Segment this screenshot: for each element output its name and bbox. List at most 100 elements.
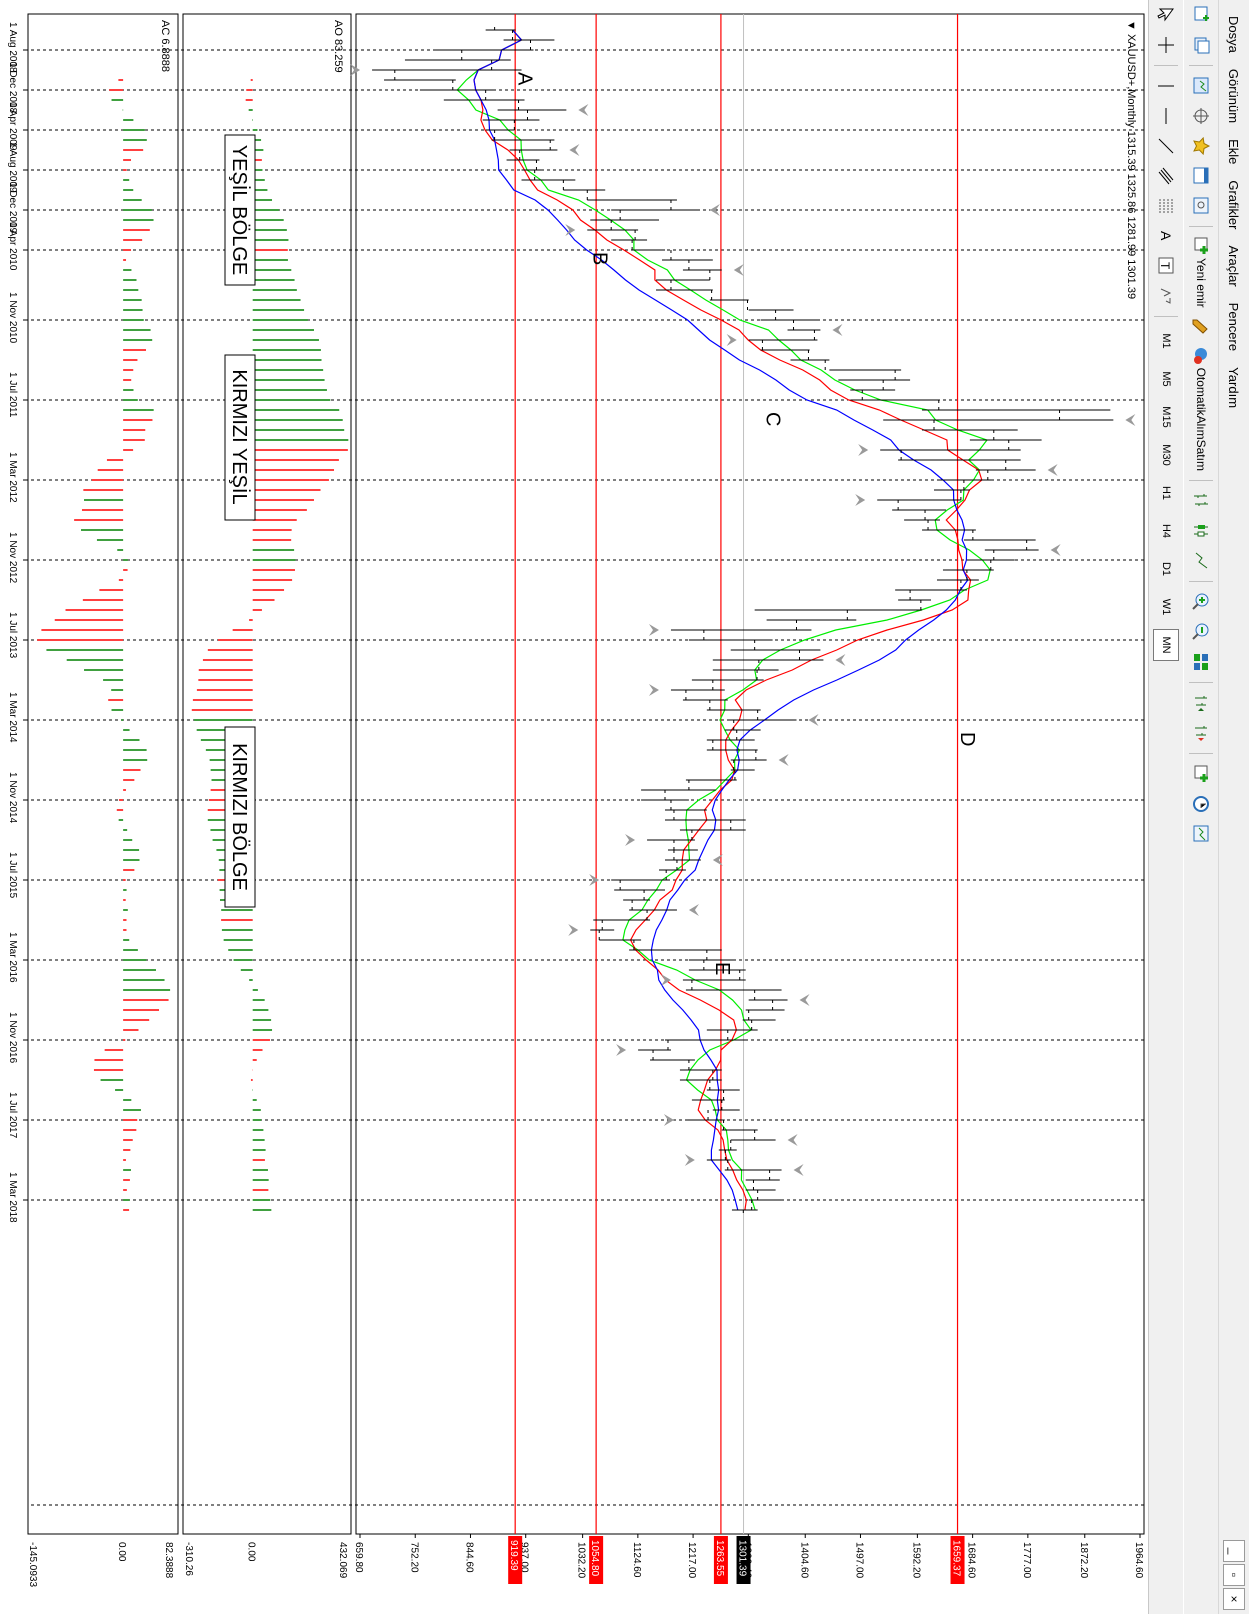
zoom-out-button[interactable]	[1188, 620, 1214, 644]
new-order-button[interactable]: Yeni emir	[1188, 235, 1214, 309]
ohlc-bar	[656, 287, 713, 293]
timeframe-m1[interactable]: M1	[1160, 333, 1172, 349]
ohlc-bar	[942, 567, 994, 573]
ohlc-bar	[766, 617, 857, 623]
trendline-button[interactable]	[1153, 134, 1179, 158]
text-label-button[interactable]: T	[1153, 254, 1179, 278]
ohlc-bar	[667, 847, 698, 853]
price-highlight-box	[589, 1536, 604, 1584]
menu-help[interactable]: Yardım	[1226, 367, 1242, 409]
ohlc-bar	[629, 947, 722, 953]
chart-canvas[interactable]: 1964.60 1872.20 1777.00 1684.60 1592.20 1497.…	[0, 0, 1148, 1614]
new-chart-button[interactable]	[1188, 3, 1214, 27]
timeframe-mn[interactable]: MN	[1153, 629, 1179, 661]
cursor-button[interactable]	[1153, 3, 1179, 27]
restore-button[interactable]: ▫	[1223, 1564, 1245, 1586]
auto-trading-button[interactable]: OtomatikAlımSatım	[1188, 345, 1214, 472]
chart-shift-button[interactable]	[1188, 691, 1214, 715]
templates-button[interactable]	[1188, 822, 1214, 846]
timeframe-h4[interactable]: H4	[1160, 523, 1172, 539]
market-watch-button[interactable]	[1188, 74, 1214, 98]
tester-button[interactable]	[1188, 194, 1214, 218]
drawing-toolbar: A T M1 M5 M15 M30 H1 H4 D1 W1 MN	[1148, 0, 1183, 1614]
line-chart-button[interactable]	[1188, 549, 1214, 573]
date-label: 1 Nov 2016	[7, 1012, 18, 1064]
ohlc-bar	[730, 1137, 776, 1143]
menu-window[interactable]: Pencere	[1226, 302, 1242, 352]
timeframe-d1[interactable]: D1	[1160, 561, 1172, 577]
minimize-button[interactable]: _	[1223, 1540, 1245, 1562]
crosshair-button[interactable]	[1153, 33, 1179, 57]
autoscroll-button[interactable]	[1188, 721, 1214, 745]
tile-windows-button[interactable]	[1188, 650, 1214, 674]
price-tick-label: 1592.20	[910, 1542, 921, 1579]
timeframe-w1[interactable]: W1	[1160, 598, 1172, 616]
candlestick-button[interactable]	[1188, 519, 1214, 543]
ohlc-bar	[485, 127, 515, 133]
price-highlight-label: 919.39	[508, 1540, 519, 1571]
timeframe-h1[interactable]: H1	[1160, 485, 1172, 501]
bar-chart-button[interactable]	[1188, 489, 1214, 513]
fibonacci-button[interactable]	[1153, 194, 1179, 218]
ohlc-bar	[404, 57, 511, 63]
navigator-button[interactable]	[1188, 134, 1214, 158]
ac-axis-label: 82.3888	[163, 1542, 174, 1579]
ohlc-bar	[922, 407, 1111, 413]
data-window-button[interactable]	[1188, 104, 1214, 128]
indicators-button[interactable]	[1188, 762, 1214, 786]
vertical-line-button[interactable]	[1153, 74, 1179, 98]
ohlc-bar	[611, 237, 648, 243]
ohlc-bar	[895, 587, 967, 593]
price-tick-label: 1404.60	[798, 1542, 809, 1579]
date-label: 1 Jul 2011	[7, 372, 18, 418]
ohlc-bar	[898, 457, 1021, 463]
fractal-down-marker	[589, 874, 600, 886]
fractal-down-marker	[726, 334, 737, 346]
menu-file[interactable]: Dosya	[1226, 16, 1242, 53]
close-button[interactable]: ×	[1223, 1588, 1245, 1610]
ao-panel[interactable]	[182, 13, 352, 1535]
ohlc-bar	[760, 317, 818, 323]
toolbar-separator	[1189, 752, 1213, 754]
zoom-in-button[interactable]	[1188, 590, 1214, 614]
text-label-icon: T	[1158, 257, 1174, 274]
menu-view[interactable]: Görünüm	[1226, 68, 1242, 124]
ohlc-bar	[706, 737, 755, 743]
date-label: 1 Aug 2009	[7, 142, 18, 193]
ohlc-bar	[485, 27, 516, 33]
toolbar-separator	[1189, 226, 1213, 227]
profiles-button[interactable]	[1188, 33, 1214, 57]
price-tick-label: 1777.00	[1021, 1542, 1032, 1579]
menu-insert[interactable]: Ekle	[1226, 139, 1242, 165]
ohlc-bar	[892, 507, 946, 513]
metaeditor-button[interactable]	[1188, 315, 1214, 339]
ac-panel[interactable]	[27, 13, 179, 1535]
ohlc-bar	[662, 257, 713, 263]
price-tick-label: 659.80	[353, 1542, 364, 1573]
menu-tools[interactable]: Araçlar	[1226, 245, 1242, 287]
shapes-button[interactable]	[1153, 284, 1179, 308]
text-button[interactable]: A	[1153, 224, 1179, 248]
timeframe-m5[interactable]: M5	[1160, 371, 1172, 387]
ohlc-bar	[963, 537, 1036, 543]
chart-window[interactable]: 1964.60 1872.20 1777.00 1684.60 1592.20 1497.…	[0, 0, 1148, 1614]
fractal-down-marker	[616, 1044, 627, 1056]
timeframe-m30[interactable]: M30	[1160, 444, 1172, 466]
price-tick-label: 1497.00	[853, 1542, 864, 1579]
ohlc-bar	[688, 637, 773, 643]
channel-button[interactable]	[1153, 164, 1179, 188]
terminal-button[interactable]	[1188, 164, 1214, 188]
profiles-icon	[1194, 37, 1210, 54]
timeframe-m15[interactable]: M15	[1160, 406, 1172, 428]
new-chart-icon	[1194, 6, 1209, 21]
price-tick-label: 1217.00	[686, 1542, 697, 1579]
menu-charts[interactable]: Grafikler	[1226, 180, 1242, 230]
ac-label: AC 6.8888	[159, 20, 171, 72]
fractal-up-marker	[578, 104, 589, 116]
price-panel[interactable]	[355, 13, 1145, 1535]
periods-button[interactable]	[1188, 792, 1214, 816]
fractal-down-marker	[660, 974, 671, 986]
toolbar-separator	[1154, 65, 1178, 66]
horizontal-line-button[interactable]	[1153, 104, 1179, 128]
